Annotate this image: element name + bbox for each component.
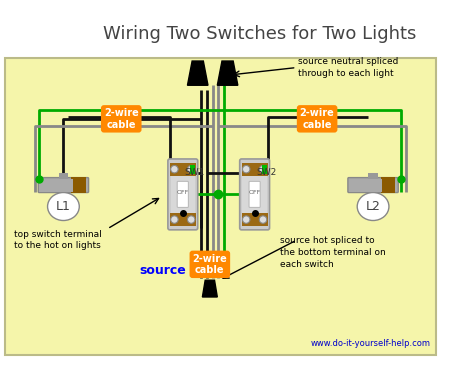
Text: source: source <box>140 264 187 278</box>
Text: 2-wire
cable: 2-wire cable <box>192 254 227 275</box>
Text: 2-wire
cable: 2-wire cable <box>104 108 138 130</box>
Bar <box>349 179 383 192</box>
FancyBboxPatch shape <box>240 159 270 230</box>
Circle shape <box>171 166 178 173</box>
Polygon shape <box>202 280 217 297</box>
Text: SW2: SW2 <box>256 168 277 177</box>
Text: L1: L1 <box>56 200 71 213</box>
Ellipse shape <box>357 193 389 221</box>
Ellipse shape <box>47 193 79 221</box>
FancyBboxPatch shape <box>5 58 437 355</box>
Circle shape <box>259 166 267 173</box>
Text: source hot spliced to
the bottom terminal on
each switch: source hot spliced to the bottom termina… <box>280 236 385 269</box>
Bar <box>190 164 195 174</box>
Bar <box>242 163 268 176</box>
Bar <box>242 213 268 226</box>
Text: SW1: SW1 <box>185 168 205 177</box>
Text: www.do-it-yourself-help.com: www.do-it-yourself-help.com <box>311 339 431 348</box>
Bar <box>71 177 86 193</box>
Bar <box>59 173 68 179</box>
Text: top switch terminal
to the hot on lights: top switch terminal to the hot on lights <box>14 230 102 250</box>
FancyBboxPatch shape <box>249 181 260 208</box>
FancyBboxPatch shape <box>177 181 188 208</box>
Bar <box>171 176 195 213</box>
Polygon shape <box>188 61 208 85</box>
Bar <box>262 164 267 174</box>
Bar <box>243 176 267 213</box>
Polygon shape <box>217 61 238 85</box>
Bar <box>39 179 73 192</box>
Text: OFF: OFF <box>177 190 189 195</box>
Circle shape <box>243 166 250 173</box>
Bar <box>170 213 196 226</box>
Bar <box>368 173 378 179</box>
Circle shape <box>259 216 267 223</box>
FancyBboxPatch shape <box>168 159 198 230</box>
Bar <box>170 163 196 176</box>
Text: source neutral spliced
through to each light: source neutral spliced through to each l… <box>299 57 399 78</box>
Bar <box>381 177 395 193</box>
FancyBboxPatch shape <box>38 177 89 193</box>
Text: Wiring Two Switches for Two Lights: Wiring Two Switches for Two Lights <box>102 25 416 43</box>
Circle shape <box>188 216 195 223</box>
Text: 2-wire
cable: 2-wire cable <box>300 108 335 130</box>
Circle shape <box>171 216 178 223</box>
Text: L2: L2 <box>365 200 381 213</box>
Text: OFF: OFF <box>248 190 261 195</box>
FancyBboxPatch shape <box>0 13 442 56</box>
Circle shape <box>243 216 250 223</box>
Circle shape <box>188 166 195 173</box>
FancyBboxPatch shape <box>348 177 398 193</box>
